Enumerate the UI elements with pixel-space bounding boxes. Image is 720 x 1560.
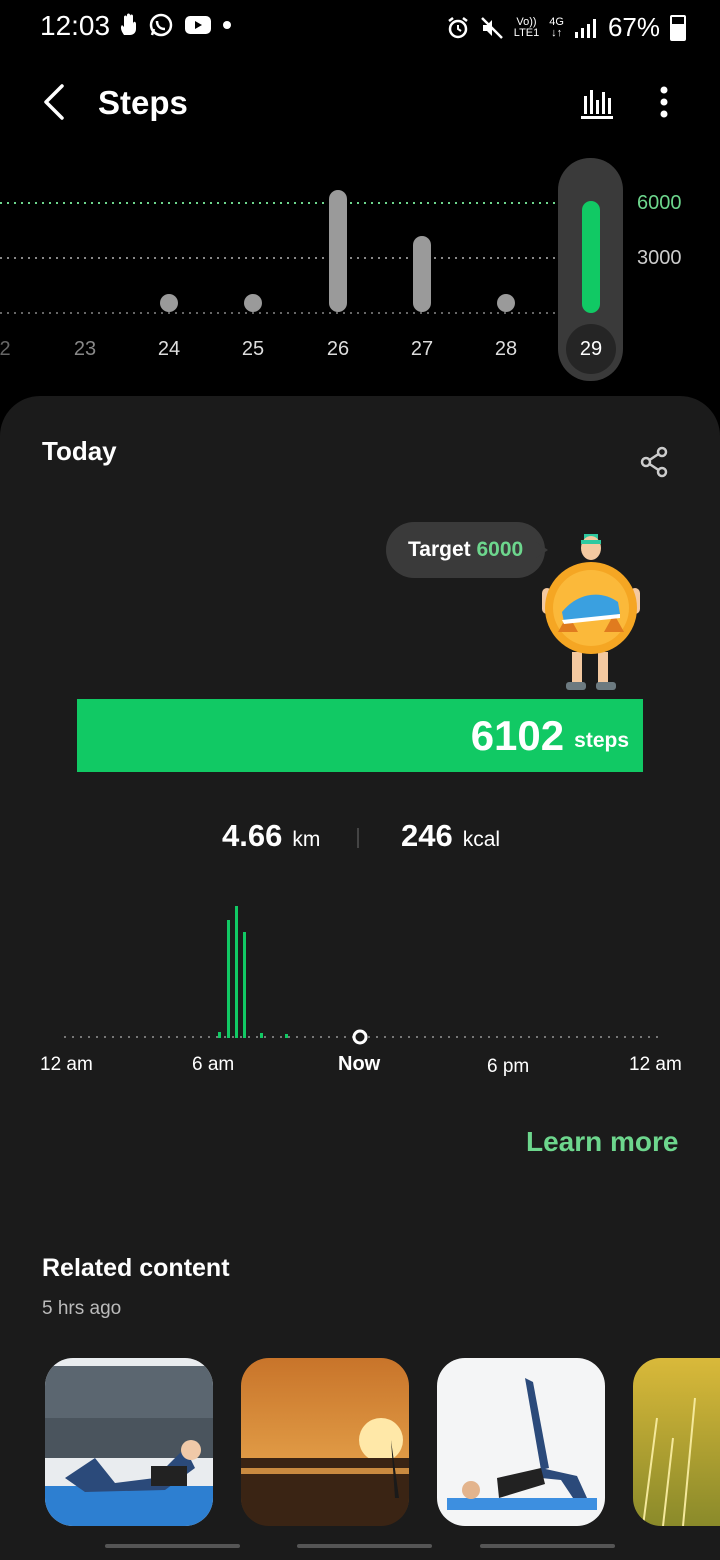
- day-label[interactable]: 23: [73, 338, 97, 360]
- related-item-workout-2[interactable]: [437, 1358, 605, 1526]
- status-time: 12:03: [40, 10, 111, 41]
- day-label[interactable]: 28: [494, 338, 518, 360]
- bar-chart-icon: [581, 90, 613, 119]
- target-label: Target: [408, 538, 471, 561]
- nature-thumbnail-image: [633, 1358, 720, 1526]
- learn-more-link[interactable]: Learn more: [526, 1126, 679, 1157]
- y-label-target: 6000: [637, 192, 682, 214]
- nav-bar-indicator: [297, 1544, 432, 1548]
- calories-unit: kcal: [462, 828, 501, 851]
- related-item-sunset[interactable]: [241, 1358, 409, 1526]
- notification-icons: [118, 12, 232, 38]
- status-right: Vo)) LTE1 4G ↓↑ 67%: [446, 12, 686, 43]
- steps-progress-bar: 6102 steps: [77, 699, 643, 772]
- network-4g-indicator: 4G ↓↑: [549, 15, 564, 39]
- hour-bar: [218, 1032, 221, 1038]
- hourly-steps-chart[interactable]: [0, 890, 720, 1090]
- steps-count: 6102: [470, 711, 565, 759]
- hand-icon: [120, 13, 136, 35]
- alarm-icon: [448, 16, 468, 38]
- battery-percent: 67%: [607, 12, 660, 42]
- day-26-bar[interactable]: [329, 190, 347, 312]
- target-value: 6000: [476, 538, 524, 561]
- x-label-6pm: 6 pm: [487, 1056, 530, 1077]
- calories-stat: 246 kcal: [401, 818, 500, 854]
- day-label[interactable]: 24: [157, 338, 181, 360]
- back-button[interactable]: [30, 78, 78, 126]
- hour-bar: [227, 920, 230, 1038]
- nav-bar-indicator: [480, 1544, 615, 1548]
- distance-stat: 4.66 km: [222, 818, 320, 854]
- bubble-tail: [536, 542, 548, 558]
- chevron-left-icon: [44, 84, 64, 120]
- today-title: Today: [42, 436, 117, 466]
- related-item-nature[interactable]: [633, 1358, 720, 1526]
- selected-day-label[interactable]: 29: [579, 338, 603, 360]
- day-28-marker[interactable]: [497, 294, 515, 312]
- distance-value: 4.66: [222, 818, 283, 853]
- day-label[interactable]: 25: [241, 338, 265, 360]
- mascot-illustration: [542, 534, 640, 690]
- hour-bar: [243, 932, 246, 1038]
- selected-day-circle: [566, 324, 616, 374]
- day-label[interactable]: 26: [326, 338, 350, 360]
- youtube-icon: [185, 16, 211, 34]
- battery-icon: [670, 14, 686, 41]
- daily-steps-chart[interactable]: [0, 150, 720, 390]
- steps-unit: steps: [574, 728, 629, 752]
- workout-thumbnail-image: [45, 1358, 213, 1526]
- whatsapp-icon: [149, 13, 173, 37]
- now-marker[interactable]: [352, 1029, 368, 1045]
- sunset-thumbnail-image: [241, 1358, 409, 1526]
- x-label-6am: 6 am: [192, 1054, 235, 1075]
- x-label-12am-end: 12 am: [629, 1054, 682, 1075]
- day-29-bar[interactable]: [582, 201, 600, 313]
- page-title: Steps: [98, 84, 188, 121]
- stat-divider: [357, 828, 359, 848]
- related-content-time: 5 hrs ago: [42, 1298, 122, 1319]
- x-label-now: Now: [338, 1053, 381, 1075]
- more-vertical-icon: [660, 86, 668, 118]
- mute-icon: [480, 16, 503, 39]
- related-item-workout-1[interactable]: [45, 1358, 213, 1526]
- nav-bar-indicator: [105, 1544, 240, 1548]
- related-content-title: Related content: [42, 1254, 230, 1282]
- hour-bar: [285, 1034, 288, 1038]
- target-bubble: Target 6000: [386, 522, 546, 578]
- day-24-marker[interactable]: [160, 294, 178, 312]
- more-options-button[interactable]: [644, 80, 684, 124]
- day-25-marker[interactable]: [244, 294, 262, 312]
- day-27-bar[interactable]: [413, 236, 431, 312]
- volte-indicator: Vo)) LTE1: [513, 15, 540, 39]
- x-label-12am: 12 am: [40, 1054, 93, 1075]
- hour-bar: [235, 906, 238, 1038]
- trends-button[interactable]: [576, 82, 616, 122]
- calories-value: 246: [401, 818, 453, 853]
- hour-bar: [260, 1033, 263, 1038]
- dot-icon: [223, 21, 231, 29]
- signal-icon: [574, 18, 596, 38]
- day-label[interactable]: 27: [410, 338, 434, 360]
- share-button[interactable]: [636, 444, 672, 480]
- share-icon: [640, 446, 668, 478]
- distance-unit: km: [292, 828, 321, 851]
- day-label[interactable]: 2: [0, 338, 11, 360]
- y-label-3000: 3000: [637, 247, 682, 269]
- yoga-thumbnail-image: [437, 1358, 605, 1526]
- data-arrows-icon: ↓↑: [551, 26, 563, 39]
